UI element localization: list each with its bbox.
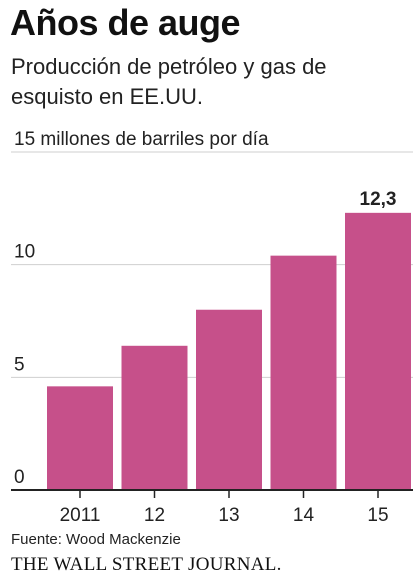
x-tick-label: 12 [144, 505, 165, 526]
y-tick-label: 5 [14, 354, 25, 375]
x-tick-label: 13 [218, 505, 239, 526]
bar [121, 345, 188, 490]
y-tick-label: 10 [14, 242, 35, 263]
publisher-wordmark: THE WALL STREET JOURNAL. [11, 554, 282, 575]
bar [47, 386, 113, 490]
x-tick-label: 2011 [60, 505, 101, 526]
bar-chart-svg: 0 5 10 15 millones de barriles por día 12,3 2… [11, 129, 413, 526]
bar [345, 212, 411, 490]
chart-title: Años de auge [10, 2, 241, 43]
y-tick-label: 15 millones de barriles por día [14, 129, 269, 150]
x-tick-label: 14 [293, 505, 315, 526]
bar [196, 309, 262, 490]
source-note: Fuente: Wood Mackenzie [11, 531, 181, 548]
bar [270, 255, 337, 490]
bar-chart: 0 5 10 15 millones de barriles por día 12,3 2… [0, 118, 420, 538]
data-label: 12,3 [360, 189, 397, 210]
x-tick-label: 15 [367, 505, 388, 526]
chart-subtitle: Producción de petróleo y gas de esquisto… [11, 54, 327, 109]
y-tick-label: 0 [14, 467, 25, 488]
